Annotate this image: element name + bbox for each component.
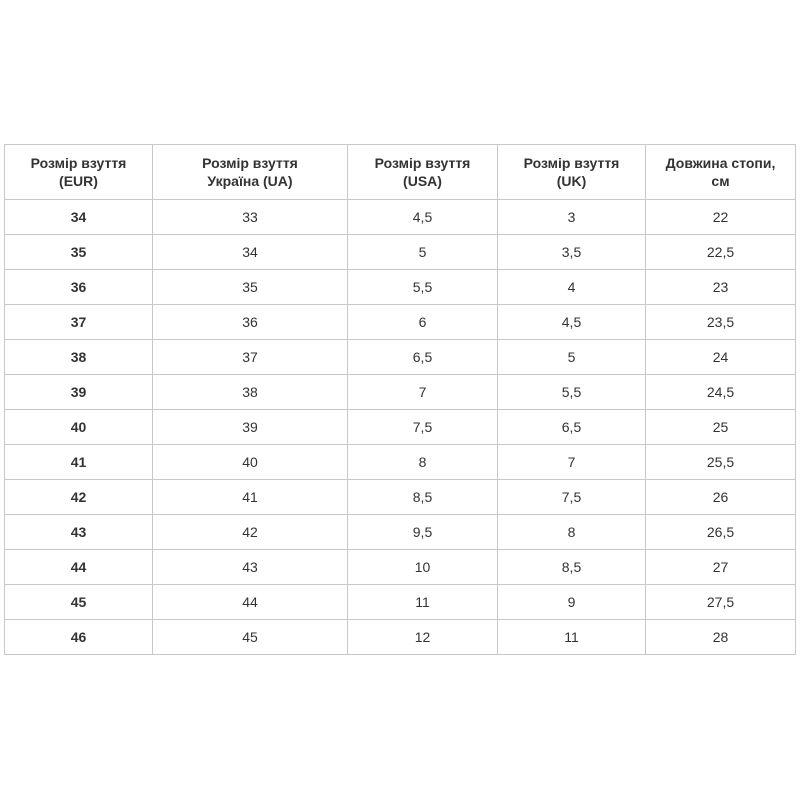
header-eur: Розмір взуття (EUR) — [4, 144, 153, 200]
header-line: (EUR) — [59, 173, 98, 189]
cell-usa: 7,5 — [347, 409, 498, 445]
cell-eur: 40 — [4, 409, 153, 445]
cell-foot-length: 23,5 — [645, 304, 796, 340]
cell-uk: 3,5 — [497, 234, 646, 270]
shoe-size-table: Розмір взуття (EUR) Розмір взуття Україна (… — [4, 144, 796, 655]
cell-eur: 45 — [4, 584, 153, 620]
cell-usa: 10 — [347, 549, 498, 585]
cell-usa: 5 — [347, 234, 498, 270]
header-line: Розмір взуття — [374, 155, 471, 171]
cell-uk: 8 — [497, 514, 646, 550]
header-line: (USA) — [403, 173, 442, 189]
cell-uk: 11 — [497, 619, 646, 655]
cell-ua: 39 — [152, 409, 348, 445]
cell-eur: 39 — [4, 374, 153, 410]
header-line: Довжина стопи, — [665, 155, 776, 171]
cell-usa: 9,5 — [347, 514, 498, 550]
cell-foot-length: 22 — [645, 199, 796, 235]
cell-eur: 38 — [4, 339, 153, 375]
table-row: 43 42 9,5 8 26,5 — [4, 514, 796, 550]
cell-ua: 36 — [152, 304, 348, 340]
cell-eur: 34 — [4, 199, 153, 235]
cell-uk: 7 — [497, 444, 646, 480]
header-ua: Розмір взуття Україна (UA) — [152, 144, 348, 200]
cell-foot-length: 23 — [645, 269, 796, 305]
cell-usa: 11 — [347, 584, 498, 620]
cell-eur: 42 — [4, 479, 153, 515]
cell-foot-length: 27 — [645, 549, 796, 585]
cell-ua: 45 — [152, 619, 348, 655]
table-row: 42 41 8,5 7,5 26 — [4, 479, 796, 515]
header-line: Розмір взуття — [523, 155, 620, 171]
cell-ua: 37 — [152, 339, 348, 375]
cell-foot-length: 22,5 — [645, 234, 796, 270]
header-line: Розмір взуття — [30, 155, 127, 171]
cell-usa: 12 — [347, 619, 498, 655]
table-row: 45 44 11 9 27,5 — [4, 584, 796, 620]
cell-foot-length: 24 — [645, 339, 796, 375]
table-row: 34 33 4,5 3 22 — [4, 199, 796, 235]
cell-ua: 33 — [152, 199, 348, 235]
table-row: 39 38 7 5,5 24,5 — [4, 374, 796, 410]
cell-eur: 41 — [4, 444, 153, 480]
cell-eur: 36 — [4, 269, 153, 305]
cell-uk: 4,5 — [497, 304, 646, 340]
cell-foot-length: 26 — [645, 479, 796, 515]
table-row: 44 43 10 8,5 27 — [4, 549, 796, 585]
table-row: 46 45 12 11 28 — [4, 619, 796, 655]
cell-eur: 35 — [4, 234, 153, 270]
header-row: Розмір взуття (EUR) Розмір взуття Україна (… — [4, 144, 796, 200]
cell-usa: 5,5 — [347, 269, 498, 305]
cell-foot-length: 24,5 — [645, 374, 796, 410]
cell-uk: 4 — [497, 269, 646, 305]
header-line: см — [711, 173, 730, 189]
cell-usa: 4,5 — [347, 199, 498, 235]
table-row: 40 39 7,5 6,5 25 — [4, 409, 796, 445]
cell-eur: 46 — [4, 619, 153, 655]
cell-foot-length: 26,5 — [645, 514, 796, 550]
cell-ua: 42 — [152, 514, 348, 550]
cell-ua: 35 — [152, 269, 348, 305]
cell-uk: 3 — [497, 199, 646, 235]
header-usa: Розмір взуття (USA) — [347, 144, 498, 200]
cell-usa: 6,5 — [347, 339, 498, 375]
cell-eur: 44 — [4, 549, 153, 585]
header-uk: Розмір взуття (UK) — [497, 144, 646, 200]
cell-foot-length: 25,5 — [645, 444, 796, 480]
header-line: Україна (UA) — [207, 173, 293, 189]
header-line: Розмір взуття — [202, 155, 298, 171]
cell-usa: 7 — [347, 374, 498, 410]
header-line: (UK) — [556, 173, 587, 189]
cell-uk: 5,5 — [497, 374, 646, 410]
cell-usa: 6 — [347, 304, 498, 340]
table-row: 36 35 5,5 4 23 — [4, 269, 796, 305]
cell-uk: 5 — [497, 339, 646, 375]
table-row: 35 34 5 3,5 22,5 — [4, 234, 796, 270]
cell-ua: 44 — [152, 584, 348, 620]
cell-ua: 43 — [152, 549, 348, 585]
cell-ua: 41 — [152, 479, 348, 515]
cell-ua: 40 — [152, 444, 348, 480]
cell-uk: 7,5 — [497, 479, 646, 515]
cell-uk: 6,5 — [497, 409, 646, 445]
cell-eur: 37 — [4, 304, 153, 340]
cell-uk: 9 — [497, 584, 646, 620]
cell-foot-length: 25 — [645, 409, 796, 445]
table-row: 37 36 6 4,5 23,5 — [4, 304, 796, 340]
header-foot-length: Довжина стопи, см — [645, 144, 796, 200]
cell-foot-length: 28 — [645, 619, 796, 655]
cell-usa: 8 — [347, 444, 498, 480]
cell-usa: 8,5 — [347, 479, 498, 515]
cell-foot-length: 27,5 — [645, 584, 796, 620]
cell-ua: 38 — [152, 374, 348, 410]
cell-eur: 43 — [4, 514, 153, 550]
cell-uk: 8,5 — [497, 549, 646, 585]
cell-ua: 34 — [152, 234, 348, 270]
table-row: 38 37 6,5 5 24 — [4, 339, 796, 375]
table-row: 41 40 8 7 25,5 — [4, 444, 796, 480]
